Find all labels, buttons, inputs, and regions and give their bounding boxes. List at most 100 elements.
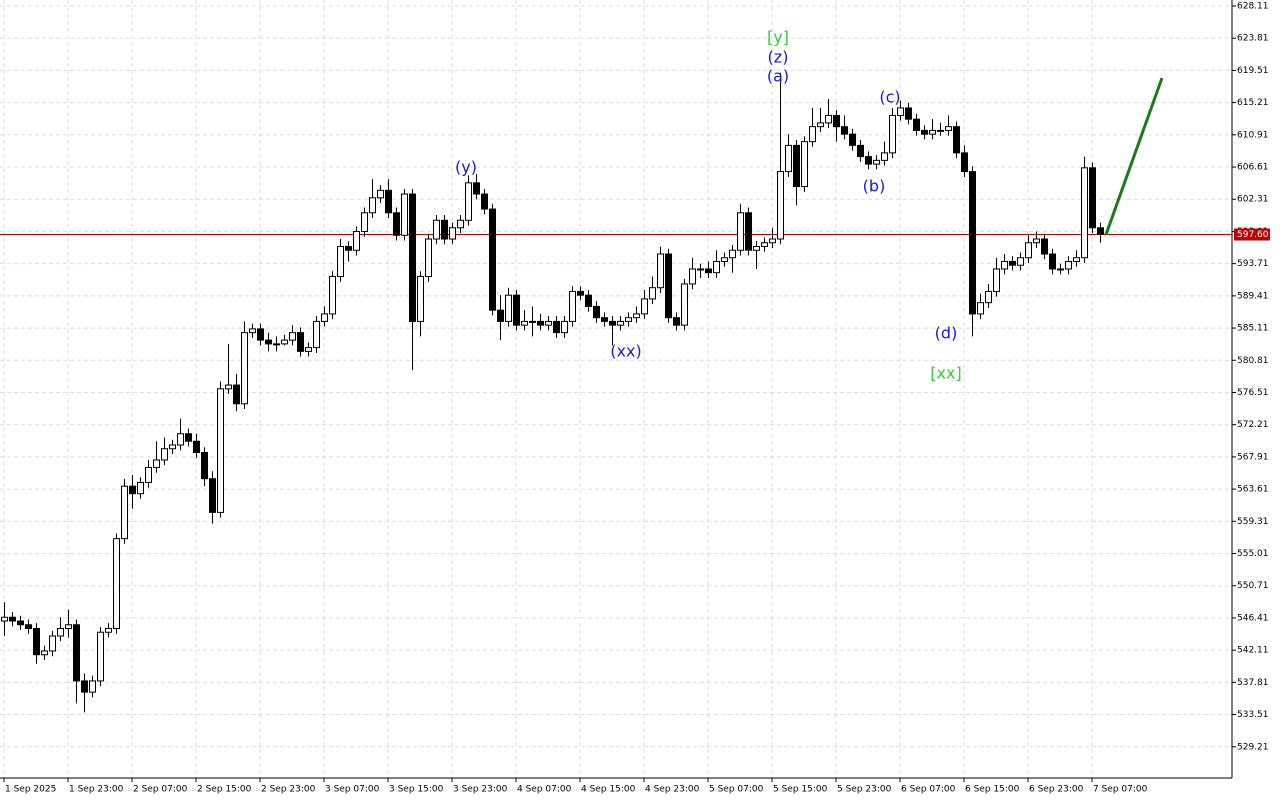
candle-body [441, 219, 448, 240]
candle-body [745, 212, 752, 251]
candle-body [17, 620, 24, 626]
candle-body [105, 627, 112, 633]
candle-body [1001, 260, 1008, 270]
candle-body [321, 313, 328, 322]
candle-body [641, 298, 648, 315]
candle-body [737, 212, 744, 251]
candle-body [185, 433, 192, 442]
candle-body [9, 616, 16, 622]
candle-body [257, 328, 264, 341]
x-tick-label: 4 Sep 23:00 [645, 785, 700, 795]
candle-body [233, 384, 240, 405]
x-tick-label: 4 Sep 07:00 [517, 785, 572, 795]
candle-body [113, 538, 120, 629]
candle-body [65, 624, 72, 629]
candle-body [953, 126, 960, 154]
candle-body [881, 152, 888, 161]
x-tick-label: 1 Sep 2025 [5, 785, 56, 795]
x-tick-label: 4 Sep 15:00 [581, 785, 636, 795]
candle-body [313, 320, 320, 349]
candle-body [833, 114, 840, 128]
candle-body [57, 627, 64, 637]
x-tick-label: 2 Sep 23:00 [261, 785, 316, 795]
candle-body [929, 129, 936, 135]
candle-body [609, 320, 616, 326]
candle-body [849, 133, 856, 146]
y-tick-label: 585.11 [1237, 324, 1269, 334]
candle-body [1, 616, 8, 622]
candle-body [537, 320, 544, 326]
y-tick-label: 542.11 [1237, 646, 1269, 656]
candle-body [649, 287, 656, 300]
candle-body [385, 189, 392, 214]
candle-body [841, 126, 848, 135]
candle-body [33, 627, 40, 656]
x-tick-label: 5 Sep 07:00 [709, 785, 764, 795]
candle-body [545, 320, 552, 326]
candle-body [449, 227, 456, 240]
candle-body [1081, 167, 1088, 259]
y-tick-label: 567.91 [1237, 452, 1269, 462]
y-tick-label: 563.61 [1237, 485, 1269, 495]
candle-body [273, 343, 280, 346]
candle-body [337, 246, 344, 277]
candle-body [1009, 260, 1016, 266]
candle-body [401, 193, 408, 236]
candle-body [177, 433, 184, 446]
candle-body [49, 635, 56, 652]
y-tick-label: 555.01 [1237, 549, 1269, 559]
y-tick-label: 572.21 [1237, 420, 1269, 430]
candle-body [201, 451, 208, 480]
candle-body [873, 159, 880, 165]
candle-body [513, 294, 520, 326]
candle-body [857, 144, 864, 158]
candle-body [1017, 257, 1024, 266]
candle-body [193, 440, 200, 453]
candle-body [377, 189, 384, 199]
x-tick-label: 3 Sep 23:00 [453, 785, 508, 795]
candle-body [465, 182, 472, 221]
projection-line [1104, 77, 1164, 236]
x-tick-label: 2 Sep 07:00 [133, 785, 188, 795]
candle-body [777, 171, 784, 240]
wave-label: (y) [455, 158, 477, 177]
y-tick-label: 550.71 [1237, 581, 1269, 591]
candle-body [633, 313, 640, 319]
candle-body [585, 294, 592, 307]
candle-body [1097, 227, 1104, 236]
y-tick-label: 537.81 [1237, 678, 1269, 688]
y-tick-label: 610.91 [1237, 130, 1269, 140]
wave-label: [xx] [930, 364, 961, 383]
candle-body [937, 129, 944, 132]
candle-body [921, 129, 928, 135]
candle-body [593, 305, 600, 319]
y-tick-label: 559.31 [1237, 517, 1269, 527]
candle-body [217, 388, 224, 513]
candle-body [305, 347, 312, 352]
y-tick-label: 593.71 [1237, 259, 1269, 269]
candle-body [129, 485, 136, 495]
wave-label: (xx) [610, 342, 641, 361]
x-tick-label: 1 Sep 23:00 [69, 785, 124, 795]
candle-body [1049, 253, 1056, 270]
last-price-label: 597.60 [1237, 230, 1269, 240]
candle-body [81, 680, 88, 693]
candle-body [905, 107, 912, 120]
x-tick-label: 6 Sep 15:00 [965, 785, 1020, 795]
candle-body [897, 107, 904, 116]
candle-body [985, 290, 992, 304]
candle-body [361, 212, 368, 233]
candle-body [497, 309, 504, 322]
candle-body [569, 290, 576, 322]
y-tick-label: 529.21 [1237, 742, 1269, 752]
x-tick-label: 6 Sep 07:00 [901, 785, 956, 795]
y-tick-label: 623.81 [1237, 34, 1269, 44]
candle-body [665, 253, 672, 319]
candle-body [393, 212, 400, 236]
y-tick-label: 602.31 [1237, 195, 1269, 205]
candle-body [345, 246, 352, 251]
candle-body [993, 268, 1000, 292]
candle-body [153, 459, 160, 468]
candle-body [769, 238, 776, 244]
wave-label: (z) [768, 48, 789, 67]
